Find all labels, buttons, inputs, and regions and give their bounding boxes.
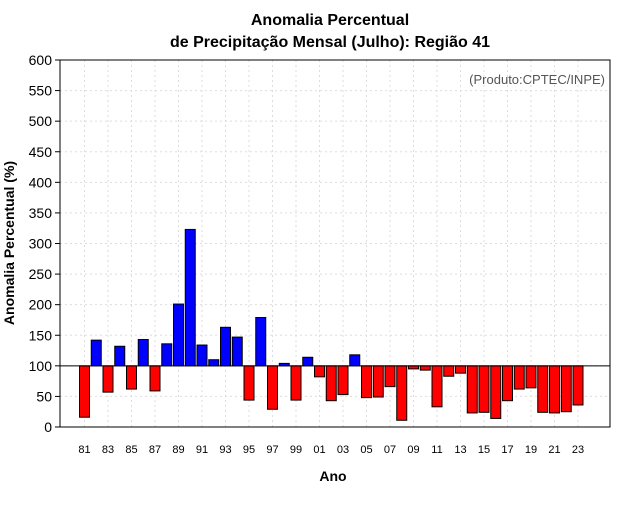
bar-81 <box>79 365 90 418</box>
y-tick-label: 200 <box>29 297 53 313</box>
bar-97 <box>267 365 278 410</box>
bar-99 <box>290 365 302 401</box>
bar-92 <box>208 359 220 367</box>
x-tick-label: 95 <box>243 444 255 456</box>
y-tick-label: 450 <box>29 144 53 160</box>
y-tick-label: 350 <box>29 205 53 221</box>
bar-20 <box>537 365 549 413</box>
bar-90 <box>184 228 196 367</box>
credit-label: (Produto:CPTEC/INPE) <box>469 72 605 87</box>
x-tick-label: 85 <box>125 444 137 456</box>
x-tick-label: 05 <box>360 444 372 456</box>
y-tick-label: 400 <box>29 174 53 190</box>
x-tick-label: 89 <box>172 444 184 456</box>
bar-84 <box>114 345 126 367</box>
y-tick-label: 550 <box>29 83 53 99</box>
y-tick-label: 250 <box>29 266 53 282</box>
x-tick-label: 09 <box>407 444 419 456</box>
bar-10 <box>419 365 431 371</box>
bar-01 <box>314 365 325 378</box>
y-tick-label: 500 <box>29 113 53 129</box>
bar-87 <box>149 365 161 392</box>
y-tick-label: 600 <box>29 52 53 68</box>
bar-91 <box>196 344 208 367</box>
bar-03 <box>337 365 349 396</box>
x-tick-label: 23 <box>572 444 584 456</box>
x-tick-label: 91 <box>196 444 208 456</box>
bar-07 <box>384 365 396 388</box>
x-tick-label: 19 <box>525 444 537 456</box>
bar-02 <box>325 365 337 402</box>
bar-19 <box>525 365 537 389</box>
y-tick-label: 50 <box>36 388 52 404</box>
bar-15 <box>478 365 490 413</box>
y-tick-label: 100 <box>29 358 53 374</box>
bar-89 <box>173 303 184 367</box>
x-tick-label: 01 <box>313 444 325 456</box>
bar-21 <box>549 365 560 414</box>
bar-14 <box>466 365 478 414</box>
x-axis: 81 83 85 87 89 91 93 95 97 99 01 03 05 07 09 11 13 15 17 19… <box>78 444 584 456</box>
bar-16 <box>490 365 502 419</box>
y-axis: 0 50 100 150 200 250 300 350 400 450 500 550 600 <box>29 52 60 435</box>
bar-13 <box>455 365 466 374</box>
bar-23 <box>572 365 584 406</box>
y-axis-label: Anomalia Percentual (%) <box>1 161 17 325</box>
bar-85 <box>126 365 137 390</box>
bar-93 <box>220 326 231 367</box>
bar-17 <box>502 365 513 402</box>
bar-00 <box>302 356 314 367</box>
x-tick-label: 83 <box>102 444 114 456</box>
bar-11 <box>431 365 443 408</box>
x-tick-label: 99 <box>290 444 302 456</box>
x-tick-label: 15 <box>478 444 490 456</box>
x-tick-label: 03 <box>337 444 349 456</box>
bar-94 <box>231 336 243 367</box>
chart-title-line2: de Precipitação Mensal (Julho): Região 4… <box>170 34 490 51</box>
chart-title-line1: Anomalia Percentual <box>251 12 409 29</box>
bar-08 <box>396 365 408 421</box>
bar-22 <box>560 365 572 413</box>
y-tick-label: 150 <box>29 327 53 343</box>
x-tick-label: 21 <box>548 444 560 456</box>
bar-96 <box>255 317 267 367</box>
bar-12 <box>443 365 455 377</box>
x-tick-label: 97 <box>266 444 278 456</box>
y-tick-label: 300 <box>29 236 53 252</box>
bar-88 <box>161 343 173 367</box>
x-tick-label: 11 <box>431 444 442 456</box>
bar-18 <box>513 365 525 390</box>
x-axis-label: Ano <box>319 468 346 484</box>
bar-82 <box>90 339 102 367</box>
bar-06 <box>372 365 384 398</box>
bar-83 <box>102 365 114 393</box>
x-tick-label: 17 <box>501 444 513 456</box>
x-tick-label: 07 <box>384 444 396 456</box>
x-tick-label: 87 <box>149 444 161 456</box>
bar-05 <box>361 365 372 399</box>
bar-04 <box>349 354 361 367</box>
x-tick-label: 81 <box>78 444 90 456</box>
bar-86 <box>137 339 149 367</box>
x-tick-label: 93 <box>219 444 231 456</box>
bar-95 <box>243 365 255 401</box>
y-tick-label: 0 <box>44 419 52 435</box>
x-tick-label: 13 <box>454 444 466 456</box>
